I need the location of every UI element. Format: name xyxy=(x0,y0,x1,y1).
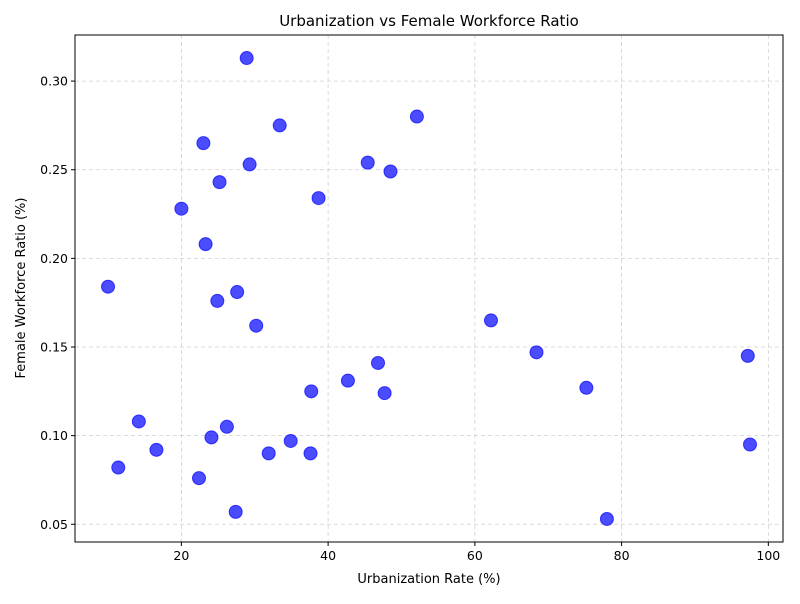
x-tick-label: 40 xyxy=(320,548,336,563)
data-point xyxy=(149,442,164,457)
data-point xyxy=(483,313,498,328)
data-point xyxy=(174,201,189,216)
data-point xyxy=(204,430,219,445)
data-point xyxy=(228,504,243,519)
data-point xyxy=(242,157,257,172)
data-point xyxy=(212,175,227,190)
data-point xyxy=(311,191,326,206)
x-axis-label: Urbanization Rate (%) xyxy=(357,572,500,587)
data-point xyxy=(249,318,264,333)
plot-area-frame xyxy=(74,34,784,543)
data-point xyxy=(196,136,211,151)
y-tick-label: 0.10 xyxy=(40,428,68,443)
data-point xyxy=(239,51,254,66)
x-tick-label: 60 xyxy=(467,548,483,563)
data-point xyxy=(409,109,424,124)
y-axis-ticks: 0.05 0.10 0.15 0.20 0.25 0.30 xyxy=(40,74,75,532)
data-point xyxy=(198,237,213,252)
y-axis-label: Female Workforce Ratio (%) xyxy=(14,198,29,379)
data-point xyxy=(304,384,319,399)
x-tick-label: 80 xyxy=(614,548,630,563)
data-point xyxy=(579,380,594,395)
x-tick-label: 100 xyxy=(756,548,780,563)
y-tick-label: 0.15 xyxy=(40,340,68,355)
data-point xyxy=(131,414,146,429)
data-point xyxy=(283,433,298,448)
chart-title: Urbanization vs Female Workforce Ratio xyxy=(279,12,579,30)
data-point xyxy=(360,155,375,170)
x-tick-label: 20 xyxy=(173,548,189,563)
data-point xyxy=(303,446,318,461)
data-point xyxy=(210,293,225,308)
scatter-points xyxy=(101,51,757,526)
grid xyxy=(75,35,783,542)
y-tick-label: 0.20 xyxy=(40,251,68,266)
data-point xyxy=(261,446,276,461)
x-axis-ticks: 20 40 60 80 100 xyxy=(173,542,780,563)
data-point xyxy=(599,511,614,526)
data-point xyxy=(742,437,757,452)
y-tick-label: 0.25 xyxy=(40,162,68,177)
data-point xyxy=(272,118,287,133)
data-point xyxy=(101,279,116,294)
data-point xyxy=(371,355,386,370)
data-point xyxy=(111,460,126,475)
data-point xyxy=(383,164,398,179)
data-point xyxy=(529,345,544,360)
y-tick-label: 0.05 xyxy=(40,517,68,532)
data-point xyxy=(377,386,392,401)
data-point xyxy=(219,419,234,434)
data-point xyxy=(340,373,355,388)
y-tick-label: 0.30 xyxy=(40,74,68,89)
data-point xyxy=(230,285,245,300)
data-point xyxy=(191,471,206,486)
data-point xyxy=(740,348,755,363)
